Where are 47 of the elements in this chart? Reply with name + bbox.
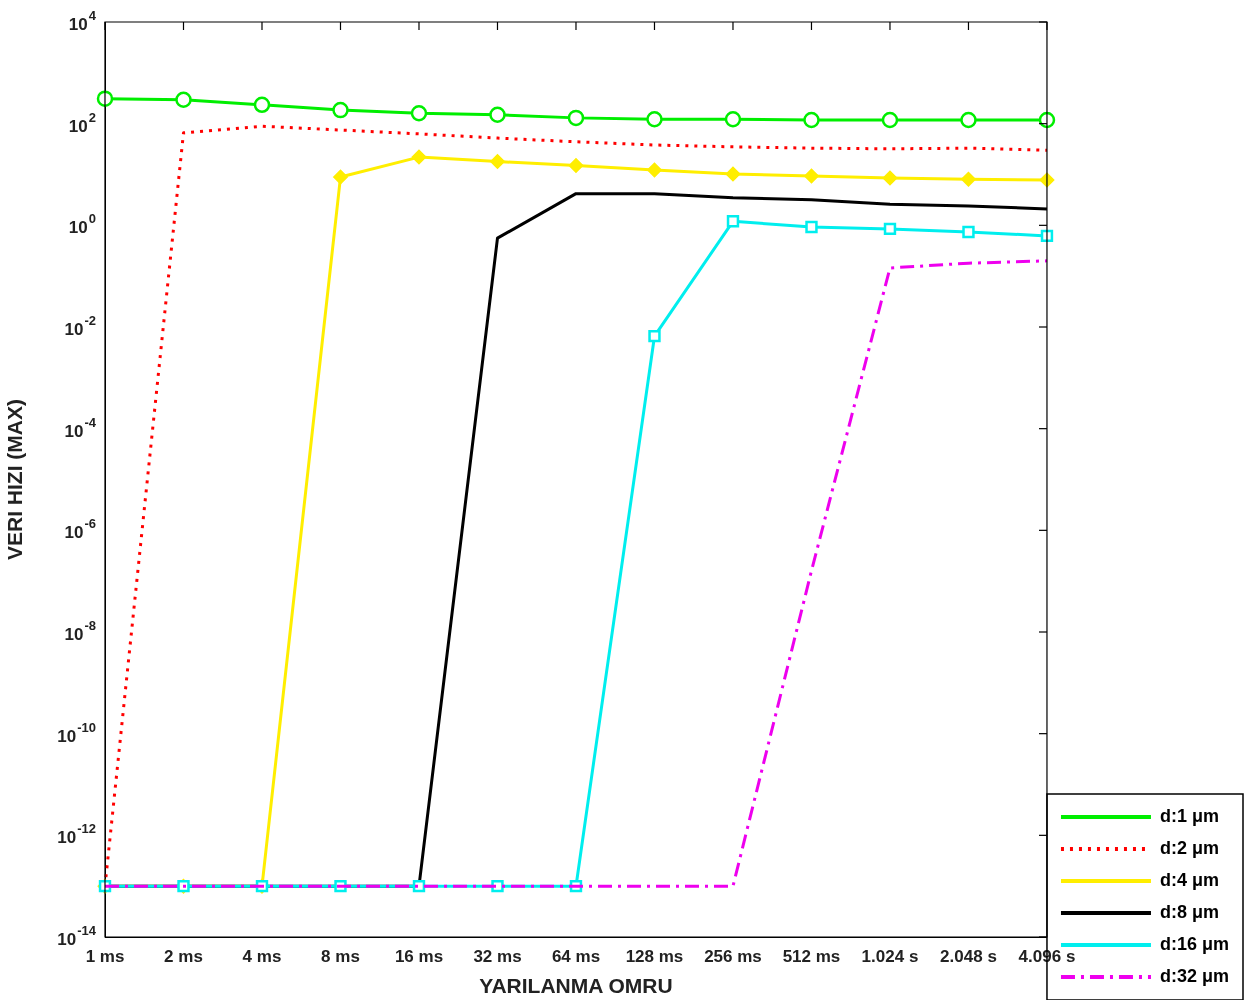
point	[175, 91, 192, 109]
point	[962, 225, 975, 239]
point	[491, 879, 504, 893]
x-tick-label: 1.024 s	[861, 946, 919, 966]
x-tick-label: 32 ms	[473, 946, 522, 966]
point	[960, 111, 977, 129]
point	[882, 170, 898, 186]
point	[411, 149, 427, 165]
point	[648, 329, 661, 343]
point	[805, 220, 818, 234]
point	[567, 109, 585, 127]
legend-label: d:32 μm	[1159, 965, 1229, 986]
legend-label: d:4 μm	[1159, 869, 1219, 890]
x-tick-label: 128 ms	[625, 946, 684, 966]
x-tick-label: 256 ms	[704, 946, 762, 966]
point	[881, 111, 899, 129]
x-tick-label: 4 ms	[242, 946, 282, 966]
point	[332, 101, 349, 119]
x-tick-label: 1 ms	[85, 946, 125, 966]
point	[646, 111, 663, 128]
point	[803, 111, 820, 129]
point	[490, 154, 505, 169]
point	[489, 106, 506, 123]
point	[883, 222, 897, 236]
x-tick-label: 2.048 s	[940, 946, 997, 966]
point	[725, 166, 741, 182]
point	[253, 96, 271, 114]
x-tick-label: 64 ms	[551, 946, 601, 966]
x-tick-label: 2 ms	[164, 946, 203, 966]
x-axis-title: YARILANMA OMRU	[479, 974, 673, 998]
point	[724, 111, 742, 128]
point	[726, 215, 740, 228]
legend-label: d:2 μm	[1159, 837, 1219, 858]
point	[412, 879, 426, 893]
x-tick-label: 512 ms	[782, 946, 841, 966]
point	[410, 105, 428, 122]
legend-label: d:8 μm	[1159, 901, 1219, 922]
x-tick-label: 8 ms	[321, 946, 360, 966]
legend-label: d:16 μm	[1159, 933, 1229, 954]
point	[568, 158, 584, 173]
point	[333, 169, 348, 185]
x-tick-label: 16 ms	[394, 946, 444, 966]
y-axis-title: VERI HIZI (MAX)	[3, 399, 27, 560]
point	[647, 162, 662, 178]
legend-label: d:1 μm	[1159, 805, 1219, 826]
point	[961, 171, 976, 187]
point	[804, 168, 819, 184]
